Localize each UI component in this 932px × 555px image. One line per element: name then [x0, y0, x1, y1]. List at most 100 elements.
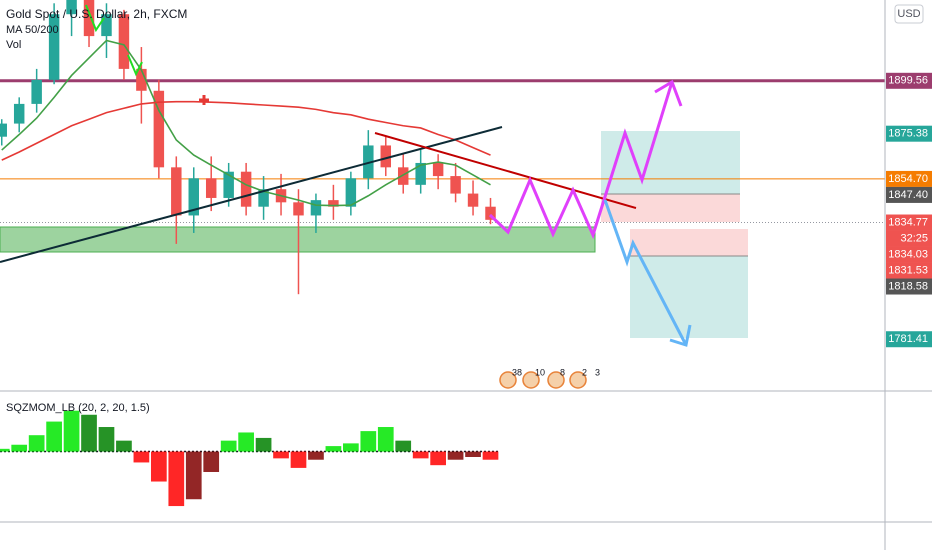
moving-average	[1, 39, 491, 207]
momentum-bar	[220, 440, 237, 452]
support-zone	[0, 226, 596, 253]
price-label-box	[886, 262, 932, 279]
event-icon	[522, 371, 540, 389]
price-label-box	[886, 278, 932, 295]
candle-body	[240, 171, 252, 207]
candle-body	[485, 206, 496, 220]
moving-average	[1, 100, 491, 161]
candle-body	[188, 178, 199, 216]
momentum-bar	[360, 431, 377, 452]
event-count: 38	[512, 367, 522, 377]
indicator-label: Vol	[6, 39, 21, 51]
cross-marker	[199, 95, 209, 105]
drawings	[0, 4, 692, 347]
candle-body	[450, 176, 461, 194]
momentum-bar	[377, 427, 394, 452]
price-label-box	[886, 186, 932, 203]
short-stop-zone	[630, 229, 748, 256]
chart-title: Gold Spot / U.S. Dollar, 2h, FXCM	[6, 7, 187, 21]
candle-body	[380, 145, 392, 168]
momentum-bar	[238, 432, 254, 452]
event-count: 2	[582, 367, 587, 377]
short-target-zone	[630, 256, 748, 338]
momentum-bar	[133, 451, 150, 463]
price-label: 1875.38	[888, 128, 928, 140]
indicator-label: MA 50/200	[6, 24, 59, 36]
candle-body	[31, 79, 42, 104]
projection-path	[488, 81, 674, 240]
momentum-bar	[430, 451, 446, 466]
projection-path	[603, 199, 688, 346]
momentum-bar	[150, 451, 167, 482]
price-label: 1899.56	[888, 75, 928, 87]
candle-body	[432, 162, 444, 177]
candle-body	[171, 167, 182, 216]
momentum-bar	[465, 451, 481, 457]
long-stop-zone	[601, 194, 740, 222]
candle-body	[153, 90, 165, 168]
candle-body	[293, 202, 304, 216]
price-label: 1818.58	[888, 280, 928, 292]
momentum-bar	[395, 440, 412, 452]
candle-body	[66, 0, 77, 15]
candle-body	[415, 162, 426, 185]
price-label-box	[886, 72, 932, 89]
momentum-bar	[28, 435, 45, 452]
event-count: 8	[560, 367, 565, 377]
momentum-bar	[63, 410, 80, 452]
candle-body	[345, 178, 357, 207]
price-label: 32:25	[900, 232, 928, 244]
momentum-bar	[255, 437, 272, 452]
candle-body	[310, 200, 322, 216]
price-label: 1854.70	[888, 173, 928, 185]
candle-body	[205, 178, 217, 198]
momentum-bar	[412, 451, 429, 459]
momentum-bar	[11, 444, 28, 452]
drawings	[0, 131, 748, 338]
candle-body	[48, 14, 60, 80]
arrow-drawing	[127, 54, 143, 77]
arrow-drawing	[85, 4, 105, 33]
price-label: 1781.41	[888, 333, 928, 345]
candle-body	[83, 0, 95, 37]
momentum-bar	[308, 451, 324, 460]
momentum-bar	[0, 448, 10, 452]
momentum-bar	[185, 451, 202, 500]
momentum-bar	[273, 451, 289, 459]
trend-line	[0, 126, 503, 263]
price-label: 1847.40	[888, 189, 928, 201]
event-icon	[499, 371, 517, 389]
momentum-bar	[81, 414, 97, 452]
momentum-bar	[447, 451, 464, 460]
candle-body	[101, 14, 112, 37]
arrow-head	[654, 79, 683, 107]
momentum-bar	[482, 451, 499, 460]
price-label-box	[886, 331, 932, 348]
candle-body	[13, 103, 25, 124]
candle-body	[118, 14, 130, 69]
price-label-box	[886, 214, 932, 231]
price-label: 1834.03	[888, 248, 928, 260]
candle-body	[136, 68, 147, 91]
momentum-bar	[203, 451, 220, 472]
momentum-bar	[46, 421, 62, 452]
candle-body	[223, 171, 234, 198]
candle-body	[363, 145, 374, 179]
currency: USD	[897, 8, 920, 20]
candle-body	[467, 193, 479, 207]
event-count: 10	[535, 367, 545, 377]
oscillator-pane	[0, 410, 500, 507]
candle-body	[0, 123, 7, 137]
candle-body	[258, 189, 269, 207]
price-label: 1834.77	[888, 216, 928, 228]
candle-body	[328, 200, 339, 207]
oscillator-title: SQZMOM_LB (20, 2, 20, 1.5)	[6, 402, 150, 414]
momentum-bar	[343, 443, 359, 452]
currency-box[interactable]	[894, 4, 924, 24]
momentum-bar	[98, 427, 115, 452]
candle-body	[397, 167, 409, 185]
price-label-box	[886, 246, 932, 263]
trend-line	[374, 132, 637, 209]
arrow-head	[669, 324, 692, 347]
